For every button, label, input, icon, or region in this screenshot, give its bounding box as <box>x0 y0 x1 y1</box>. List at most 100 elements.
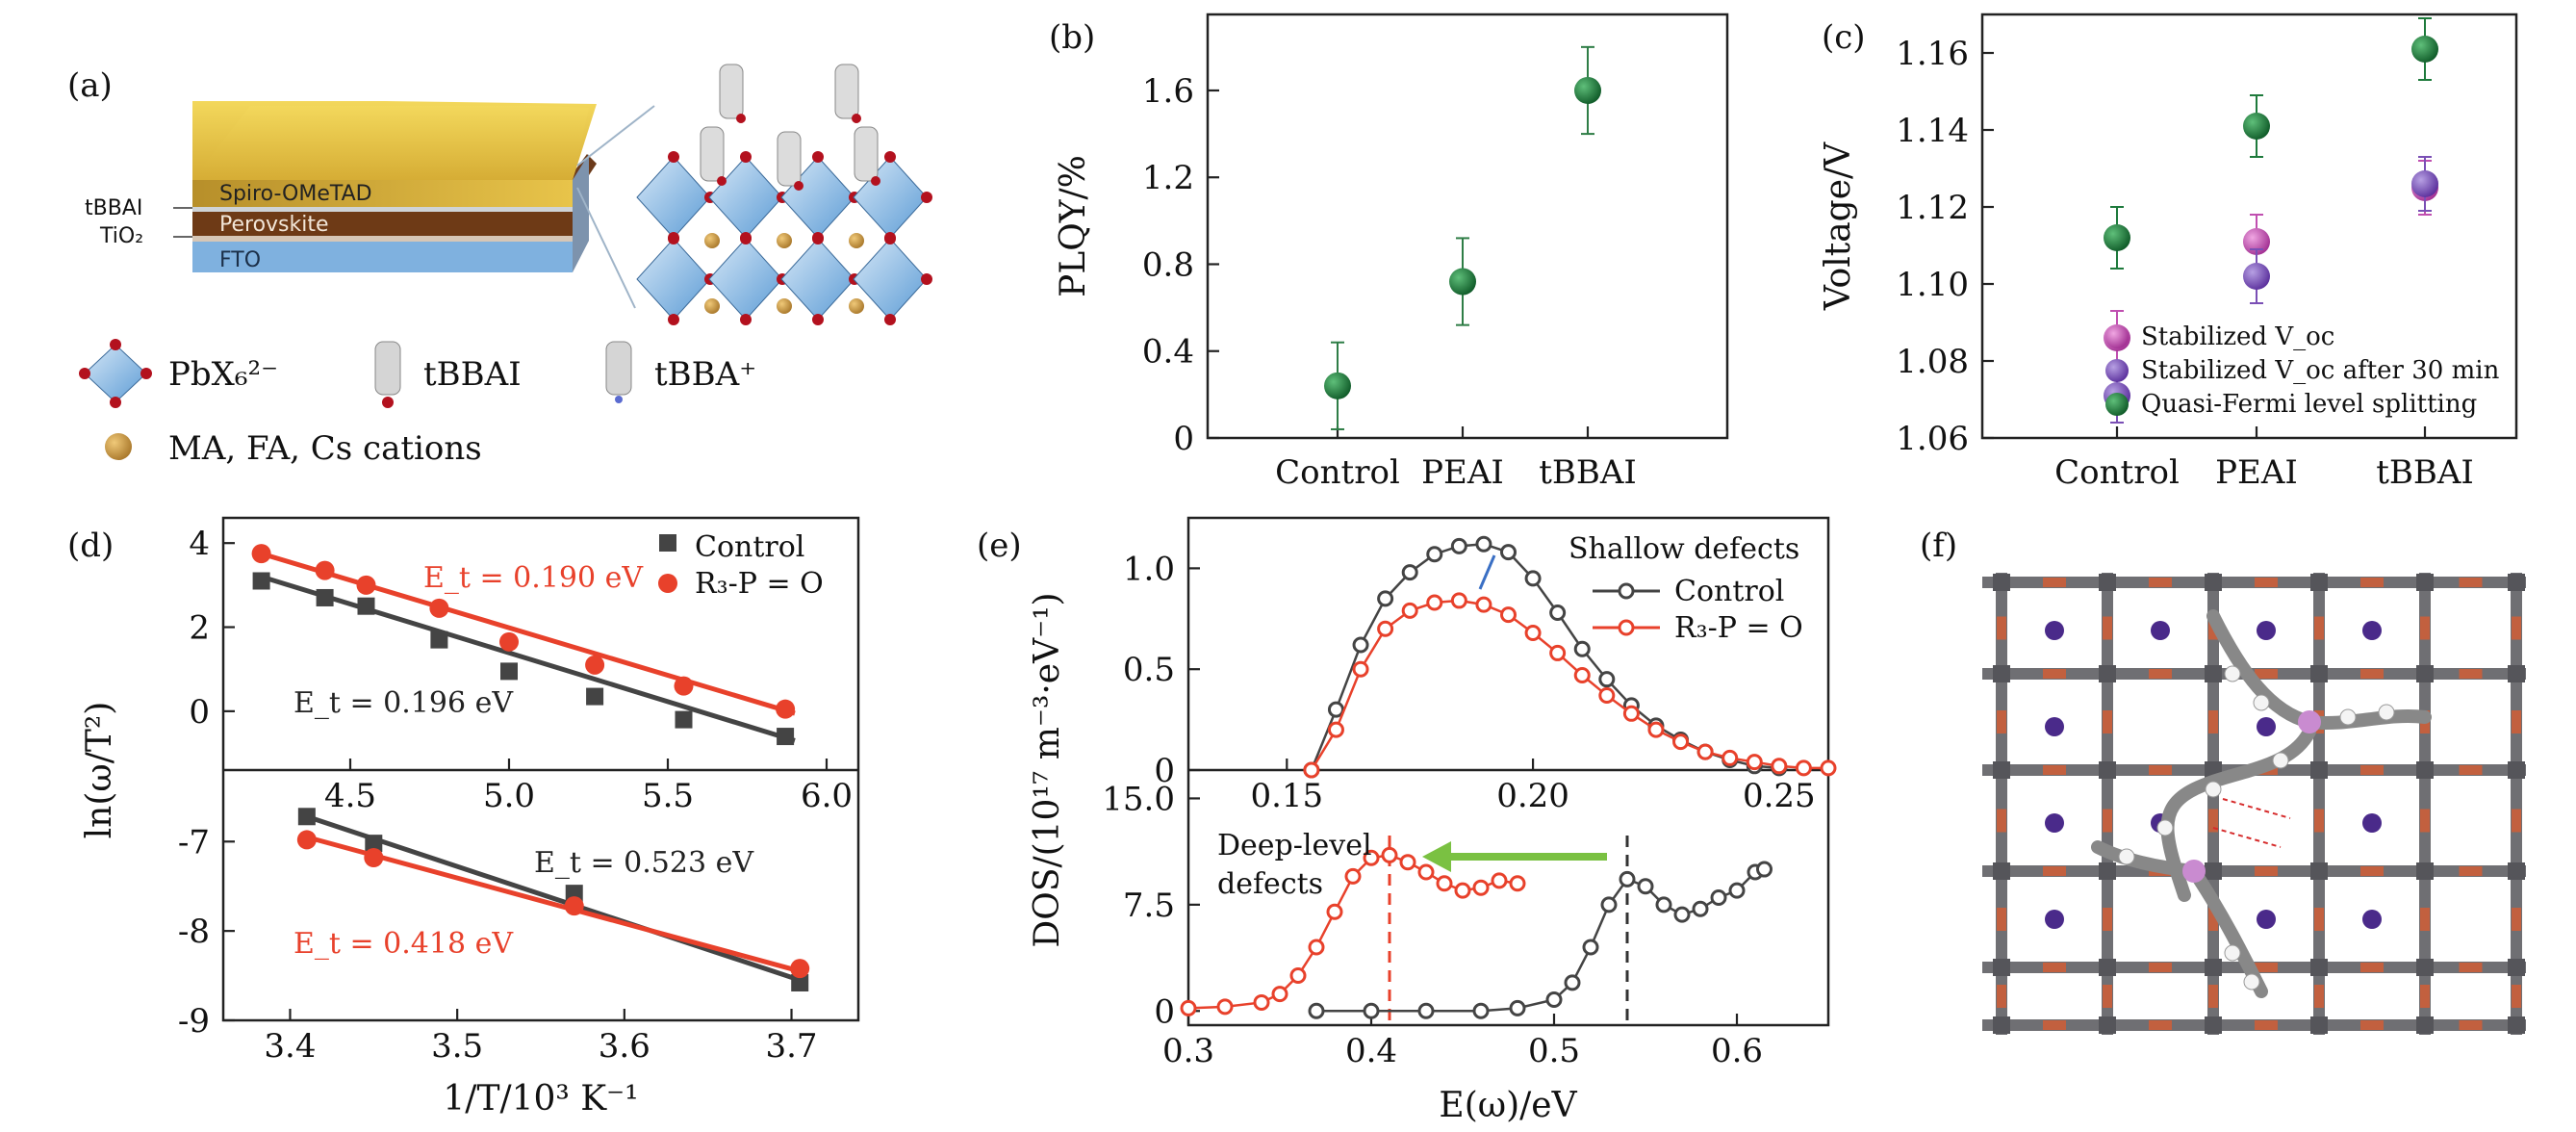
side-label-tbbai: tBBAI <box>85 196 142 220</box>
d-top-point-square <box>500 662 518 681</box>
oxygen-bond <box>2149 1020 2172 1030</box>
e-bottom-point <box>1472 1002 1490 1019</box>
b-point-peai <box>1449 268 1476 296</box>
b-xtick-label: Control <box>1275 453 1400 492</box>
halide-atom <box>812 151 824 163</box>
e-legend-marker-control <box>1618 582 1635 600</box>
organic-molecule <box>719 64 744 119</box>
oxygen-bond <box>2043 1020 2066 1030</box>
b-ytick-label: 0 <box>1173 420 1194 458</box>
lattice-node <box>2099 959 2116 976</box>
e-bottom-xtick-label: 0.3 <box>1162 1032 1214 1070</box>
hydrogen-atom <box>2378 704 2395 721</box>
d-bottom-annotation-red: E_t = 0.418 eV <box>293 927 514 961</box>
molecule-end-atom <box>717 176 727 186</box>
molecule-end-atom <box>871 176 880 186</box>
panel-d-xlabel: 1/T/10³ K⁻¹ <box>443 1079 638 1119</box>
e-top-point <box>1401 564 1418 581</box>
d-top-annotation-red: E_t = 0.190 eV <box>423 561 644 595</box>
c-xtick-label: tBBAI <box>2376 453 2474 492</box>
lattice-node <box>2099 665 2116 682</box>
e-legend-label-r3po: R₃-P = O <box>1674 611 1803 645</box>
d-top-xtick-label: 6.0 <box>801 777 853 815</box>
d-top-xtick-label: 4.5 <box>324 777 376 815</box>
oxygen-bond <box>2459 669 2483 679</box>
organic-molecule <box>700 126 725 182</box>
hydrogen-atom <box>2243 973 2260 990</box>
panel-e-marks: Deep-level defects <box>1180 535 1837 1025</box>
e-bottom-point <box>1545 991 1563 1008</box>
e-bottom-point <box>1600 896 1618 913</box>
c-ytick-label: 1.12 <box>1896 189 1969 227</box>
oxygen-bond <box>2360 866 2384 876</box>
e-top-series-line <box>1310 599 1828 771</box>
d-top-xtick-label: 5.5 <box>642 777 694 815</box>
oxygen-bond <box>2512 908 2521 931</box>
halide-atom <box>668 151 679 163</box>
side-label-tio2: TiO₂ <box>99 224 143 248</box>
c-ytick-label: 1.08 <box>1896 343 1969 381</box>
oxygen-bond <box>2255 669 2278 679</box>
e-top-point <box>1549 605 1567 622</box>
oxygen-bond <box>2314 809 2324 833</box>
panel-a-legend: PbX₆²⁻ tBBAI tBBA⁺ MA, FA, Cs cations <box>79 339 756 468</box>
molecule-end-atom <box>852 114 861 123</box>
oxygen-bond <box>2103 710 2112 733</box>
e-bottom-point <box>1381 846 1398 863</box>
lattice-node <box>2508 761 2525 779</box>
e-bottom-point <box>1253 993 1270 1011</box>
lattice-node <box>2416 761 2434 779</box>
cation-atom <box>2045 717 2064 736</box>
c-xtick-label: Control <box>2054 453 2180 492</box>
c-point <box>2411 36 2438 63</box>
panel-b-ylabel: PLQY/% <box>1054 155 1093 297</box>
panel-d-axes: 4 2 0 4.5 5.0 5.5 6.0 -7 -8 -9 3.4 3.5 3.6 3.7 <box>178 525 853 1066</box>
d-bottom-ytick-label: -8 <box>178 913 210 951</box>
oxygen-bond <box>2149 669 2172 679</box>
molecule-chain <box>2187 864 2268 998</box>
layer-label-perovskite: Perovskite <box>219 213 329 237</box>
d-bottom-annotation-black: E_t = 0.523 eV <box>534 846 754 880</box>
lattice-row <box>1982 577 2526 588</box>
tbbai-molecule-icon <box>374 341 401 408</box>
lattice-node <box>1993 959 2010 976</box>
e-top-xtick-label: 0.20 <box>1496 777 1569 815</box>
oxygen-bond <box>2459 866 2483 876</box>
oxygen-bond <box>2208 908 2218 931</box>
halide-atom <box>812 233 824 244</box>
c-point <box>2104 224 2130 251</box>
e-top-point <box>1500 544 1517 561</box>
panel-c-ylabel: Voltage/V <box>1819 142 1858 311</box>
lattice-node <box>2310 665 2328 682</box>
panel-c-marks <box>2104 17 2438 424</box>
legend-cations: MA, FA, Cs cations <box>168 429 482 468</box>
panel-e-ylabel: DOS/(10¹⁷ m⁻³·eV⁻¹) <box>1028 592 1067 947</box>
oxygen-bond <box>2103 809 2112 833</box>
panel-d-marks: E_t = 0.190 eV E_t = 0.196 eV E_t = 0.523 … <box>251 544 810 991</box>
cation-sphere <box>704 233 720 248</box>
c-ytick-label: 1.14 <box>1896 112 1969 150</box>
lattice-node <box>2310 761 2328 779</box>
oxygen-bond <box>2208 710 2218 733</box>
e-bottom-ytick-label: 7.5 <box>1123 887 1175 925</box>
e-top-point <box>1426 546 1443 563</box>
oxygen-bond <box>2459 765 2483 775</box>
oxygen-bond <box>2255 578 2278 587</box>
panel-e-label: (e) <box>977 527 1022 565</box>
lattice-node <box>1993 862 2010 880</box>
panel-c-frame <box>1980 13 2518 440</box>
d-top-point-square <box>357 597 375 615</box>
lattice-node <box>1993 1016 2010 1034</box>
e-legend-marker-r3po <box>1618 619 1635 636</box>
oxygen-bond <box>2420 616 2430 640</box>
cation-sphere <box>777 233 792 248</box>
e-bottom-xtick-label: 0.4 <box>1345 1032 1397 1070</box>
d-top-ytick-label: 0 <box>189 693 210 732</box>
e-top-point <box>1573 640 1591 657</box>
e-green-arrow-head <box>1422 841 1451 872</box>
e-bottom-point <box>1582 939 1599 956</box>
d-bottom-point-circle <box>790 959 810 979</box>
panel-b-label: (b) <box>1049 18 1095 57</box>
e-legend-title: Shallow defects <box>1569 532 1799 566</box>
